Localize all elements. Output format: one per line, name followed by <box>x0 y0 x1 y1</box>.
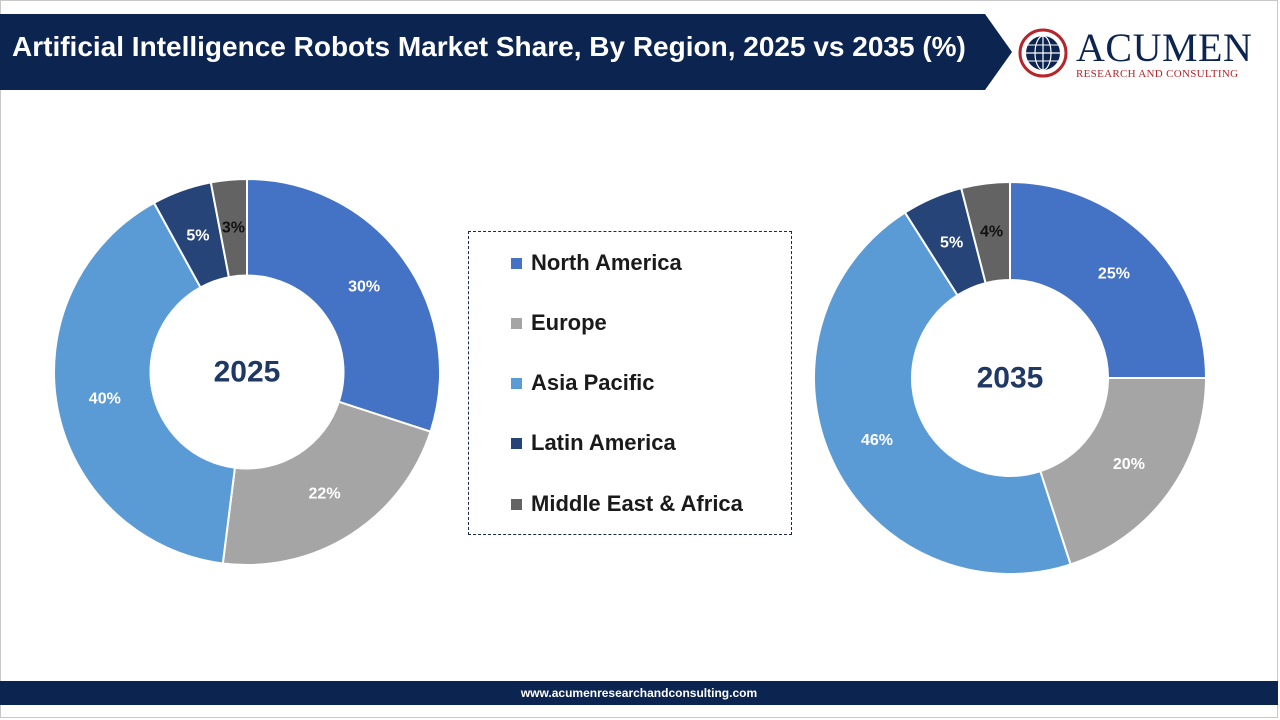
data-label-latin-america: 5% <box>940 235 963 252</box>
footer-url: www.acumenresearchandconsulting.com <box>0 681 1278 705</box>
data-label-asia-pacific: 40% <box>89 391 121 408</box>
slice-north-america <box>246 177 441 433</box>
slice-north-america <box>1009 180 1208 379</box>
legend-item-north-america: North America <box>511 248 682 278</box>
chart-title: Artificial Intelligence Robots Market Sh… <box>12 31 966 62</box>
legend-swatch <box>511 437 522 449</box>
acumen-logo: ACUMEN RESEARCH AND CONSULTING <box>1016 22 1266 86</box>
slice-middle-east-and-africa <box>209 177 248 279</box>
data-label-north-america: 30% <box>348 278 380 295</box>
legend-label: Middle East & Africa <box>531 491 743 516</box>
data-label-latin-america: 5% <box>186 227 209 244</box>
legend-swatch <box>511 317 522 329</box>
legend-label: Asia Pacific <box>531 370 655 395</box>
slice-europe <box>1039 377 1208 566</box>
data-label-middle-east-and-africa: 4% <box>980 224 1003 241</box>
donut-center-label: 2035 <box>977 362 1044 395</box>
chart-legend: North America Europe Asia Pacific Latin … <box>468 231 792 535</box>
donut-center-label: 2025 <box>214 356 281 389</box>
legend-label: Latin America <box>531 430 676 455</box>
legend-label: North America <box>531 250 682 275</box>
legend-item-europe: Europe <box>511 308 607 338</box>
donut-chart-2025: 30% 22% 40% 5% 3% 2025 <box>53 177 441 566</box>
data-label-europe: 22% <box>309 486 341 503</box>
data-label-europe: 20% <box>1113 456 1145 473</box>
legend-swatch <box>511 498 522 510</box>
legend-item-middle-east-africa: Middle East & Africa <box>511 489 743 519</box>
legend-swatch <box>511 257 522 269</box>
donut-chart-2035: 25% 20% 46% 5% 4% 2035 <box>813 180 1208 575</box>
data-label-north-america: 25% <box>1098 266 1130 283</box>
legend-label: Europe <box>531 310 607 335</box>
slice-middle-east-and-africa <box>960 180 1011 285</box>
globe-icon <box>1018 28 1068 78</box>
data-label-middle-east-and-africa: 3% <box>222 219 245 236</box>
logo-subtitle: RESEARCH AND CONSULTING <box>1076 68 1239 80</box>
slice-asia-pacific <box>53 201 237 565</box>
slice-asia-pacific <box>813 211 1072 575</box>
data-label-asia-pacific: 46% <box>861 432 893 449</box>
legend-item-latin-america: Latin America <box>511 428 676 458</box>
title-banner: Artificial Intelligence Robots Market Sh… <box>0 14 1012 90</box>
logo-name: ACUMEN <box>1076 25 1253 70</box>
slice-europe <box>221 400 432 566</box>
legend-item-asia-pacific: Asia Pacific <box>511 368 655 398</box>
legend-swatch <box>511 377 522 389</box>
